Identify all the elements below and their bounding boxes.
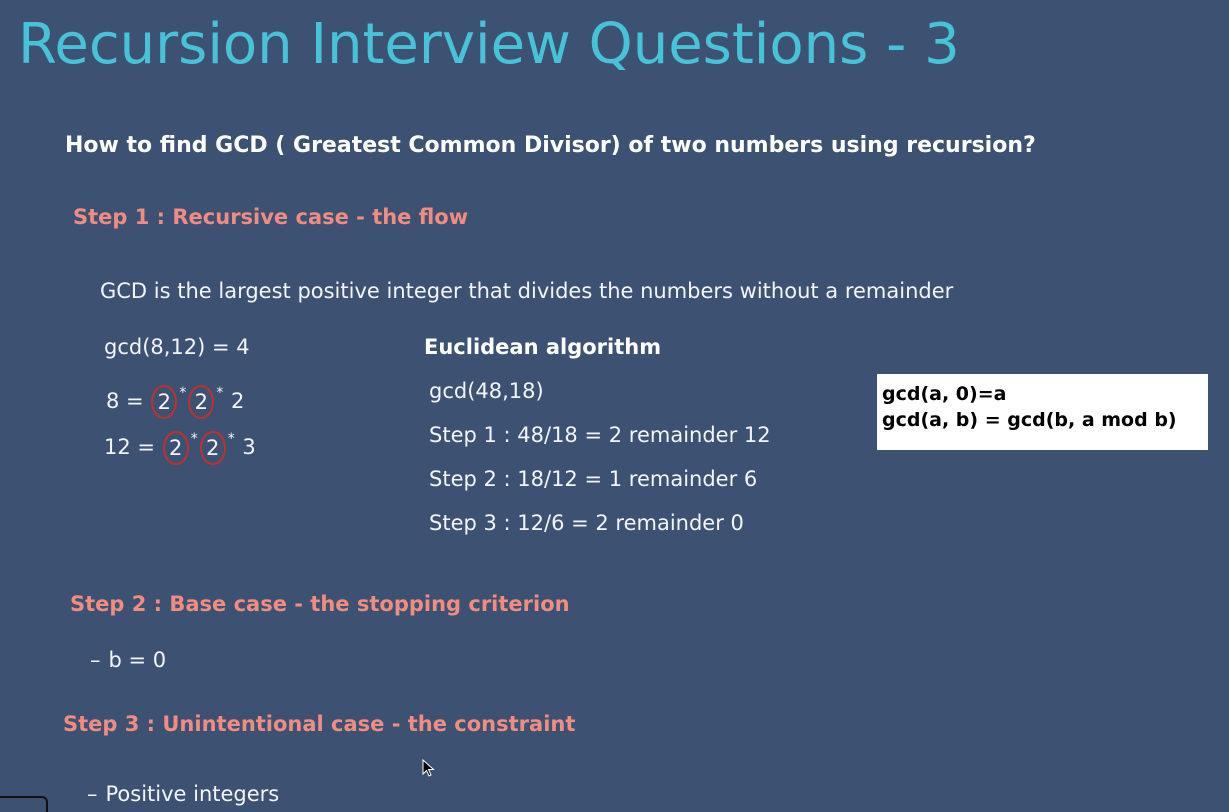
multiply-sign: * (179, 385, 187, 401)
gcd-formula-box: gcd(a, 0)=a gcd(a, b) = gcd(b, a mod b) (877, 374, 1208, 450)
step2-heading: Step 2 : Base case - the stopping criter… (70, 592, 570, 616)
slide-title: Recursion Interview Questions - 3 (18, 12, 960, 77)
multiply-sign: * (216, 385, 224, 401)
question-text: How to find GCD ( Greatest Common Diviso… (65, 133, 1036, 158)
circled-factor: 2 (188, 385, 215, 419)
step3-heading: Step 3 : Unintentional case - the constr… (63, 712, 576, 736)
formula-line: gcd(a, b) = gcd(b, a mod b) (882, 409, 1177, 431)
factor-plain: 3 (242, 435, 256, 459)
step2-item-text: b = 0 (108, 648, 167, 672)
dash-bullet: – (87, 782, 98, 806)
gcd-example: gcd(8,12) = 4 (104, 335, 250, 359)
step3-item: – Positive integers (87, 782, 279, 806)
step1-heading: Step 1 : Recursive case - the flow (73, 205, 469, 229)
euclid-line: gcd(48,18) (429, 379, 544, 403)
factorization-12: 12 = 2 * 2 * 3 (104, 431, 256, 465)
circled-factor: 2 (151, 385, 178, 419)
formula-line: gcd(a, 0)=a (882, 383, 1007, 405)
circled-factor: 2 (199, 431, 226, 465)
factorization-8: 8 = 2 * 2 * 2 (106, 385, 244, 419)
euclid-line: Step 1 : 48/18 = 2 remainder 12 (429, 423, 771, 447)
step2-item: – b = 0 (90, 648, 166, 672)
dash-bullet: – (90, 648, 101, 672)
factor-lhs: 8 = (106, 389, 144, 413)
multiply-sign: * (227, 431, 235, 447)
multiply-sign: * (190, 431, 198, 447)
euclid-line: Step 3 : 12/6 = 2 remainder 0 (429, 511, 744, 535)
euclid-line: Step 2 : 18/12 = 1 remainder 6 (429, 467, 758, 491)
euclid-heading: Euclidean algorithm (424, 335, 662, 359)
factor-lhs: 12 = (104, 435, 155, 459)
step3-item-text: Positive integers (105, 782, 280, 806)
circled-factor: 2 (162, 431, 189, 465)
factor-plain: 2 (231, 389, 245, 413)
window-corner (0, 796, 48, 812)
mouse-cursor-icon (422, 759, 435, 777)
gcd-definition: GCD is the largest positive integer that… (100, 279, 954, 303)
